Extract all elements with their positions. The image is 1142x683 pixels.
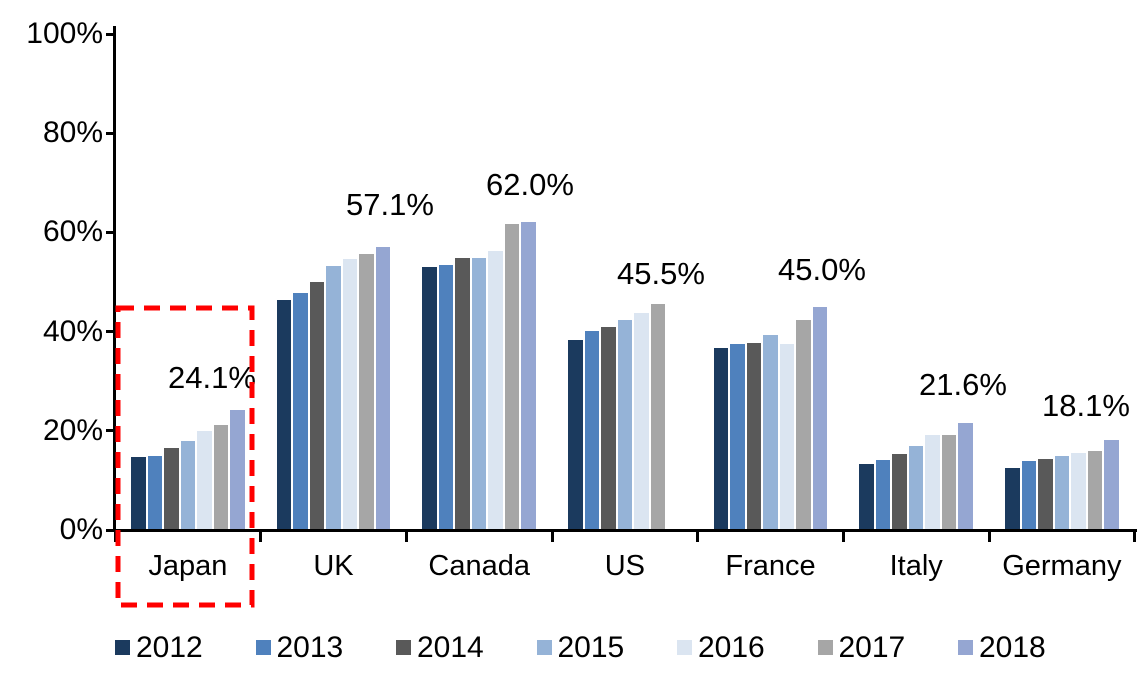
bar-france-2015 — [763, 335, 778, 530]
bar-france-2013 — [730, 343, 745, 530]
bar-us-2013 — [584, 330, 600, 530]
bar-japan-2014 — [164, 447, 179, 530]
category-label-france: France — [725, 550, 816, 582]
bar-uk-2012 — [276, 300, 292, 530]
category-label-uk: UK — [313, 550, 354, 582]
bar-france-2012 — [713, 348, 729, 530]
bar-us-2017 — [650, 304, 666, 530]
y-axis-tick — [106, 131, 115, 135]
bar-uk-2016 — [342, 258, 358, 530]
x-axis-tick — [841, 530, 845, 542]
data-label-japan: 24.1% — [168, 360, 256, 395]
category-label-japan: Japan — [148, 550, 228, 582]
bar-italy-2012 — [859, 464, 874, 530]
bar-japan-2012 — [131, 456, 146, 530]
y-axis-tick — [106, 230, 115, 234]
y-axis-tick — [106, 429, 115, 433]
bar-germany-2018 — [1104, 440, 1119, 530]
bar-japan-2018 — [230, 410, 245, 530]
y-axis-tick — [106, 32, 115, 36]
bar-germany-2013 — [1021, 460, 1037, 530]
y-axis-label: 100% — [26, 17, 103, 50]
bar-italy-2014 — [892, 453, 907, 530]
bar-canada-2012 — [422, 267, 437, 530]
y-axis-line — [113, 26, 116, 532]
legend-label-2016: 2016 — [698, 631, 765, 664]
bar-germany-2015 — [1054, 456, 1070, 530]
y-axis-label: 20% — [42, 413, 103, 447]
y-axis-tick — [106, 528, 115, 532]
bar-france-2017 — [796, 320, 811, 530]
bar-italy-2013 — [875, 459, 891, 530]
data-label-us: 45.5% — [617, 256, 705, 291]
legend-swatch-2018 — [958, 640, 973, 655]
bar-germany-2014 — [1038, 458, 1053, 530]
bar-france-2018 — [812, 306, 828, 530]
legend-label-2012: 2012 — [136, 631, 203, 664]
bar-uk-2017 — [359, 253, 374, 530]
legend-label-2018: 2018 — [979, 631, 1046, 664]
bar-italy-2015 — [908, 446, 924, 530]
bar-germany-2017 — [1087, 450, 1103, 530]
bar-uk-2018 — [375, 246, 391, 530]
bar-canada-2018 — [521, 222, 536, 530]
legend-swatch-2016 — [677, 640, 692, 655]
bar-italy-2017 — [941, 434, 957, 530]
legend-swatch-2013 — [255, 640, 271, 655]
bar-germany-2012 — [1005, 468, 1020, 530]
bar-uk-2013 — [293, 292, 308, 530]
bar-uk-2014 — [309, 282, 325, 530]
category-label-italy: Italy — [889, 550, 943, 582]
bar-japan-2013 — [147, 455, 163, 530]
data-label-italy: 21.6% — [919, 367, 1007, 402]
bar-canada-2017 — [504, 223, 520, 530]
y-axis-tick — [106, 330, 115, 334]
bar-japan-2017 — [213, 424, 229, 530]
data-label-canada: 62.0% — [486, 167, 574, 202]
legend-swatch-2015 — [536, 640, 552, 655]
category-label-germany: Germany — [1002, 550, 1122, 582]
bar-us-2015 — [617, 320, 633, 530]
bar-uk-2015 — [326, 265, 341, 530]
bar-germany-2016 — [1071, 453, 1086, 530]
x-axis-tick — [987, 530, 991, 542]
bar-canada-2016 — [488, 251, 503, 530]
bar-canada-2015 — [471, 258, 487, 530]
category-label-canada: Canada — [428, 550, 530, 582]
category-label-us: US — [604, 550, 645, 582]
x-axis-tick — [404, 530, 408, 542]
x-axis-line — [113, 528, 1137, 532]
bar-us-2014 — [601, 326, 616, 530]
bar-italy-2016 — [925, 435, 940, 530]
x-axis-tick — [259, 530, 263, 542]
bar-japan-2015 — [180, 440, 196, 530]
data-label-germany: 18.1% — [1042, 388, 1130, 423]
bar-italy-2018 — [958, 422, 973, 530]
x-axis-tick — [113, 530, 117, 542]
legend-swatch-2012 — [115, 640, 130, 655]
x-axis-tick — [550, 530, 554, 542]
y-axis-label: 80% — [42, 116, 103, 150]
y-axis-label: 60% — [42, 215, 103, 249]
bar-us-2016 — [634, 313, 649, 530]
legend-label-2014: 2014 — [417, 631, 484, 664]
legend-swatch-2017 — [817, 640, 833, 655]
data-label-uk: 57.1% — [346, 187, 434, 222]
bar-canada-2014 — [455, 257, 470, 530]
x-axis-tick — [696, 530, 700, 542]
legend-label-2017: 2017 — [838, 631, 906, 664]
bar-japan-2016 — [197, 430, 212, 530]
y-axis-label: 40% — [42, 314, 103, 348]
y-axis-label: 0% — [59, 513, 103, 546]
data-label-france: 45.0% — [778, 252, 866, 287]
legend-swatch-2014 — [396, 640, 411, 655]
bar-canada-2013 — [438, 265, 454, 530]
legend-label-2015: 2015 — [557, 631, 625, 664]
x-axis-tick — [1133, 530, 1137, 542]
bar-france-2016 — [779, 344, 795, 530]
bar-us-2012 — [568, 340, 583, 530]
legend-label-2013: 2013 — [276, 631, 344, 664]
bar-france-2014 — [746, 343, 762, 530]
